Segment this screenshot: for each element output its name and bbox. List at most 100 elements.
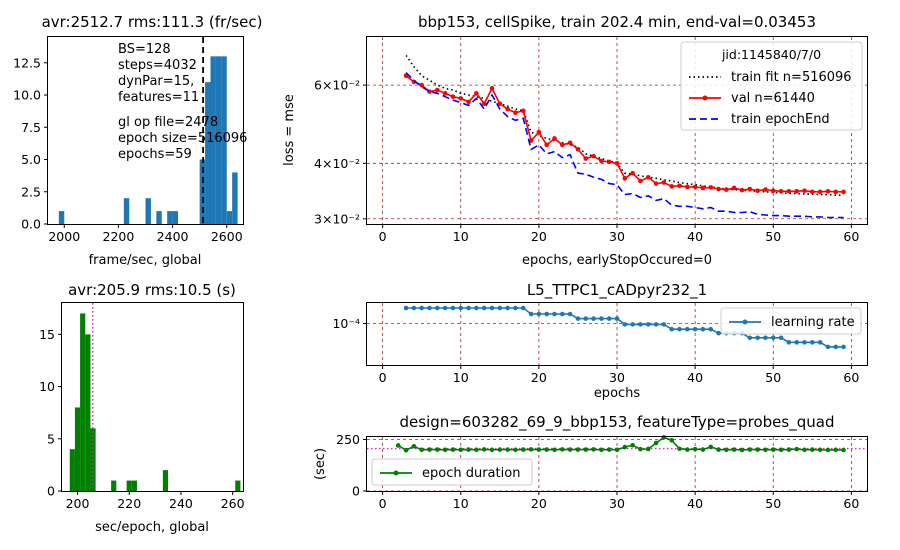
fps-histogram-ticks: 2000 2200 2400 2600 0.0 2.5 5.0 7.5 10.0 12.5 (13, 55, 243, 244)
data-point (536, 129, 542, 135)
data-point (638, 446, 643, 452)
data-point (825, 344, 831, 350)
loss-axes (366, 36, 868, 225)
legend-swatch-dot (742, 319, 748, 325)
x-tick-label: 220 (117, 496, 141, 511)
data-point (560, 447, 565, 452)
data-point (700, 185, 706, 191)
data-point (645, 322, 651, 327)
data-point (599, 316, 604, 321)
data-point (669, 184, 674, 189)
histogram-bar (126, 480, 132, 491)
data-point (685, 447, 690, 452)
data-point (552, 136, 557, 141)
data-point (575, 147, 581, 152)
histogram-bar (205, 82, 211, 224)
data-point (575, 447, 581, 452)
y-tick-label: 0 (47, 484, 55, 499)
data-point (591, 316, 596, 321)
histogram-bar (145, 198, 151, 224)
loss-ylabel: loss = mse (282, 94, 297, 166)
histogram-bar (58, 211, 65, 224)
data-point (810, 447, 815, 452)
data-point (638, 178, 643, 184)
y-tick-label: 5.0 (21, 152, 41, 167)
data-point (481, 447, 487, 452)
histogram-bar (167, 211, 173, 224)
legend-label: learning rate (771, 315, 855, 330)
data-point (419, 447, 424, 453)
data-point (763, 335, 768, 341)
data-point (661, 435, 667, 440)
epoch-histogram-xlabel: sec/epoch, global (95, 520, 209, 535)
data-point (778, 447, 784, 453)
data-point (481, 305, 487, 311)
data-point (520, 447, 526, 452)
legend-swatch-dot (393, 470, 399, 476)
data-point (833, 189, 839, 195)
data-point (692, 446, 698, 452)
data-point (825, 188, 831, 194)
data-point (552, 311, 557, 317)
y-tick-label: 0.0 (21, 217, 41, 232)
x-tick-label: 0 (379, 370, 387, 385)
data-point (841, 344, 846, 350)
data-point (825, 447, 831, 453)
data-point (802, 340, 807, 345)
data-point (435, 447, 440, 452)
data-point (786, 188, 792, 194)
y-tick-label: 12.5 (13, 55, 41, 70)
learning-rate-legend: learning rate (720, 307, 862, 335)
data-point (802, 447, 807, 453)
x-tick-label: 10 (453, 496, 469, 511)
data-point (630, 322, 635, 327)
data-point (567, 311, 573, 317)
data-point (419, 305, 424, 311)
data-point (544, 311, 549, 317)
data-point (450, 447, 456, 452)
data-point (435, 305, 440, 311)
data-point (622, 444, 628, 450)
y-tick-label: 15 (39, 327, 55, 342)
data-point (497, 101, 503, 106)
data-point (677, 446, 682, 452)
histogram-bar (85, 334, 91, 491)
y-tick-label: 10 (39, 379, 55, 394)
data-point (731, 185, 737, 191)
data-point (536, 447, 542, 452)
data-point (661, 322, 667, 327)
data-point (505, 447, 510, 452)
y-tick-label: 250 (336, 432, 360, 447)
x-tick-label: 260 (221, 496, 245, 511)
x-tick-label: 20 (531, 229, 547, 244)
data-point (513, 305, 518, 311)
histogram-bar (226, 211, 233, 224)
x-tick-label: 50 (765, 496, 781, 511)
data-point (427, 305, 432, 311)
histogram-bar (232, 172, 238, 224)
data-point (685, 184, 690, 190)
learning-rate-title: L5_TTPC1_cADpyr232_1 (527, 281, 707, 300)
loss-xlabel: epochs, earlyStopOccured=0 (522, 253, 712, 268)
data-point (474, 447, 479, 453)
data-point (708, 185, 714, 190)
annotation-line: gl op file=2478 (118, 115, 218, 130)
epoch-histogram-ticks: 200 220 240 260 0 5 10 15 (39, 327, 245, 511)
duration-axes (366, 436, 868, 492)
data-point (794, 188, 799, 194)
data-point (817, 189, 823, 195)
data-point (638, 322, 643, 327)
fps-histogram-title: avr:2512.7 rms:111.3 (fr/sec) (42, 13, 263, 31)
epoch-histogram-title: avr:205.9 rms:10.5 (s) (68, 281, 236, 299)
data-point (552, 447, 557, 453)
x-tick-label: 50 (765, 370, 781, 385)
data-point (739, 187, 745, 193)
data-point (403, 305, 409, 311)
data-point (435, 87, 440, 93)
data-point (692, 184, 698, 190)
data-point (411, 443, 417, 449)
data-point (528, 447, 534, 452)
data-point (685, 326, 690, 332)
data-point (786, 340, 792, 345)
data-point (747, 335, 753, 341)
